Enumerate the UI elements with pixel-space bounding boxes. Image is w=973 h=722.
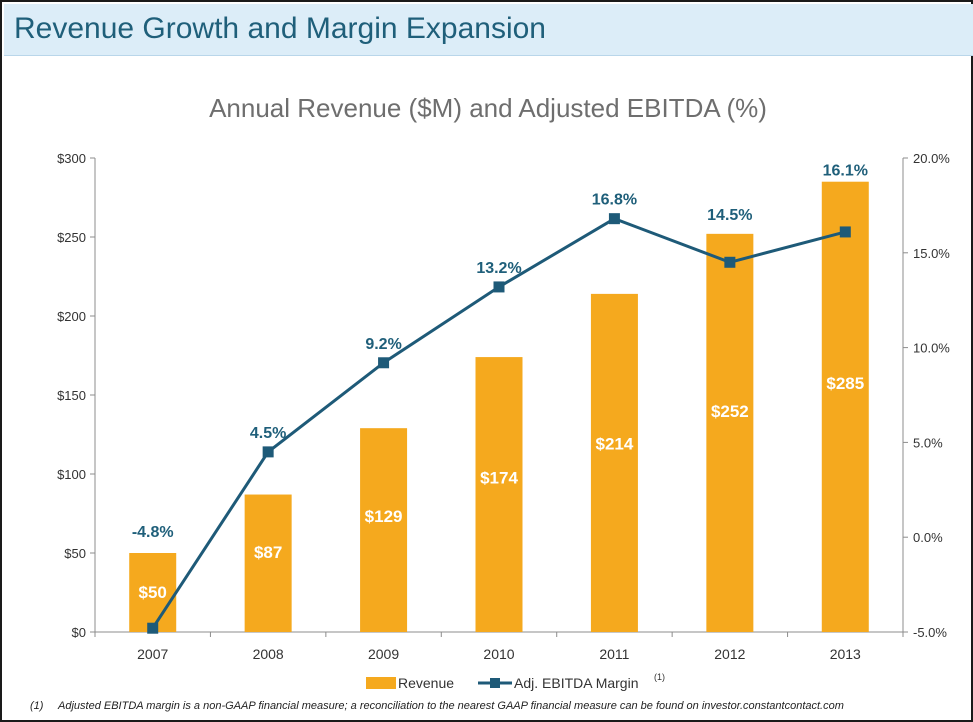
left-tick-label: $100	[57, 467, 86, 482]
left-tick-label: $50	[64, 546, 86, 561]
revenue-data-label: $252	[711, 402, 749, 421]
legend-ebitda-label: Adj. EBITDA Margin	[514, 675, 639, 691]
revenue-bar	[129, 553, 177, 632]
legend-ebitda-superscript: (1)	[654, 672, 665, 682]
ebitda-point-marker	[262, 446, 274, 458]
right-tick-label: 15.0%	[913, 246, 950, 261]
right-tick-label: 10.0%	[913, 341, 950, 356]
x-tick-label: 2008	[253, 646, 284, 662]
x-tick-label: 2012	[714, 646, 745, 662]
x-tick-label: 2013	[830, 646, 861, 662]
footnote-marker: (1)	[30, 700, 44, 712]
x-tick-label: 2007	[137, 646, 168, 662]
revenue-bar	[590, 293, 638, 632]
ebitda-data-label: 13.2%	[476, 260, 521, 277]
chart-axes: $0 $50 $100 $150 $200 $250 $300 -5.0% 0.0% 5.0% 10…	[57, 151, 950, 662]
ebitda-point-marker	[493, 281, 505, 293]
slide-title: Revenue Growth and Margin Expansion	[14, 12, 546, 45]
revenue-data-label: $50	[139, 583, 167, 602]
chart-labels: $50 $87 $129 $174 $214 $252 $285 -4.8% 4.5% 9.2% 1…	[132, 163, 868, 602]
ebitda-data-label: 16.1%	[823, 163, 868, 180]
x-tick-label: 2010	[483, 646, 514, 662]
ebitda-point-marker	[839, 226, 851, 238]
left-tick-label: $150	[57, 388, 86, 403]
right-tick-label: -5.0%	[913, 625, 947, 640]
footnote: (1) Adjusted EBITDA margin is a non-GAAP …	[30, 700, 844, 712]
revenue-data-label: $174	[480, 469, 518, 488]
right-tick-label: 0.0%	[913, 530, 943, 545]
ebitda-data-label: 16.8%	[592, 192, 637, 209]
ebitda-point-marker	[724, 256, 736, 268]
x-tick-label: 2011	[599, 646, 629, 662]
ebitda-data-label: 4.5%	[250, 425, 286, 442]
chart-legend: Revenue Adj. EBITDA Margin (1)	[366, 672, 665, 691]
ebitda-line	[147, 213, 851, 634]
legend-ebitda-marker	[490, 678, 500, 688]
chart-title: Annual Revenue ($M) and Adjusted EBITDA …	[209, 93, 767, 123]
revenue-data-label: $285	[826, 374, 864, 393]
left-tick-label: $200	[57, 309, 86, 324]
x-tick-label: 2009	[368, 646, 399, 662]
ebitda-data-label: 14.5%	[707, 207, 752, 224]
left-tick-label: $0	[72, 625, 86, 640]
revenue-bars	[129, 181, 869, 632]
revenue-data-label: $214	[596, 434, 634, 453]
revenue-data-label: $129	[365, 507, 403, 526]
ebitda-point-marker	[378, 357, 390, 369]
legend-revenue-label: Revenue	[398, 675, 454, 691]
right-tick-label: 20.0%	[913, 151, 950, 166]
revenue-bar	[360, 428, 408, 632]
ebitda-point-marker	[147, 622, 159, 634]
revenue-bar	[706, 233, 754, 632]
revenue-bar	[475, 357, 523, 632]
left-tick-label: $250	[57, 230, 86, 245]
legend-revenue-swatch	[366, 677, 396, 689]
ebitda-point-marker	[608, 213, 620, 225]
ebitda-data-label: 9.2%	[365, 336, 401, 353]
revenue-data-label: $87	[254, 543, 282, 562]
revenue-bar	[821, 181, 869, 632]
revenue-bar	[244, 494, 292, 632]
slide-header: Revenue Growth and Margin Expansion	[4, 4, 973, 56]
footnote-text: Adjusted EBITDA margin is a non-GAAP fin…	[58, 700, 844, 712]
left-tick-label: $300	[57, 151, 86, 166]
ebitda-data-label: -4.8%	[132, 524, 174, 541]
right-tick-label: 5.0%	[913, 435, 943, 450]
